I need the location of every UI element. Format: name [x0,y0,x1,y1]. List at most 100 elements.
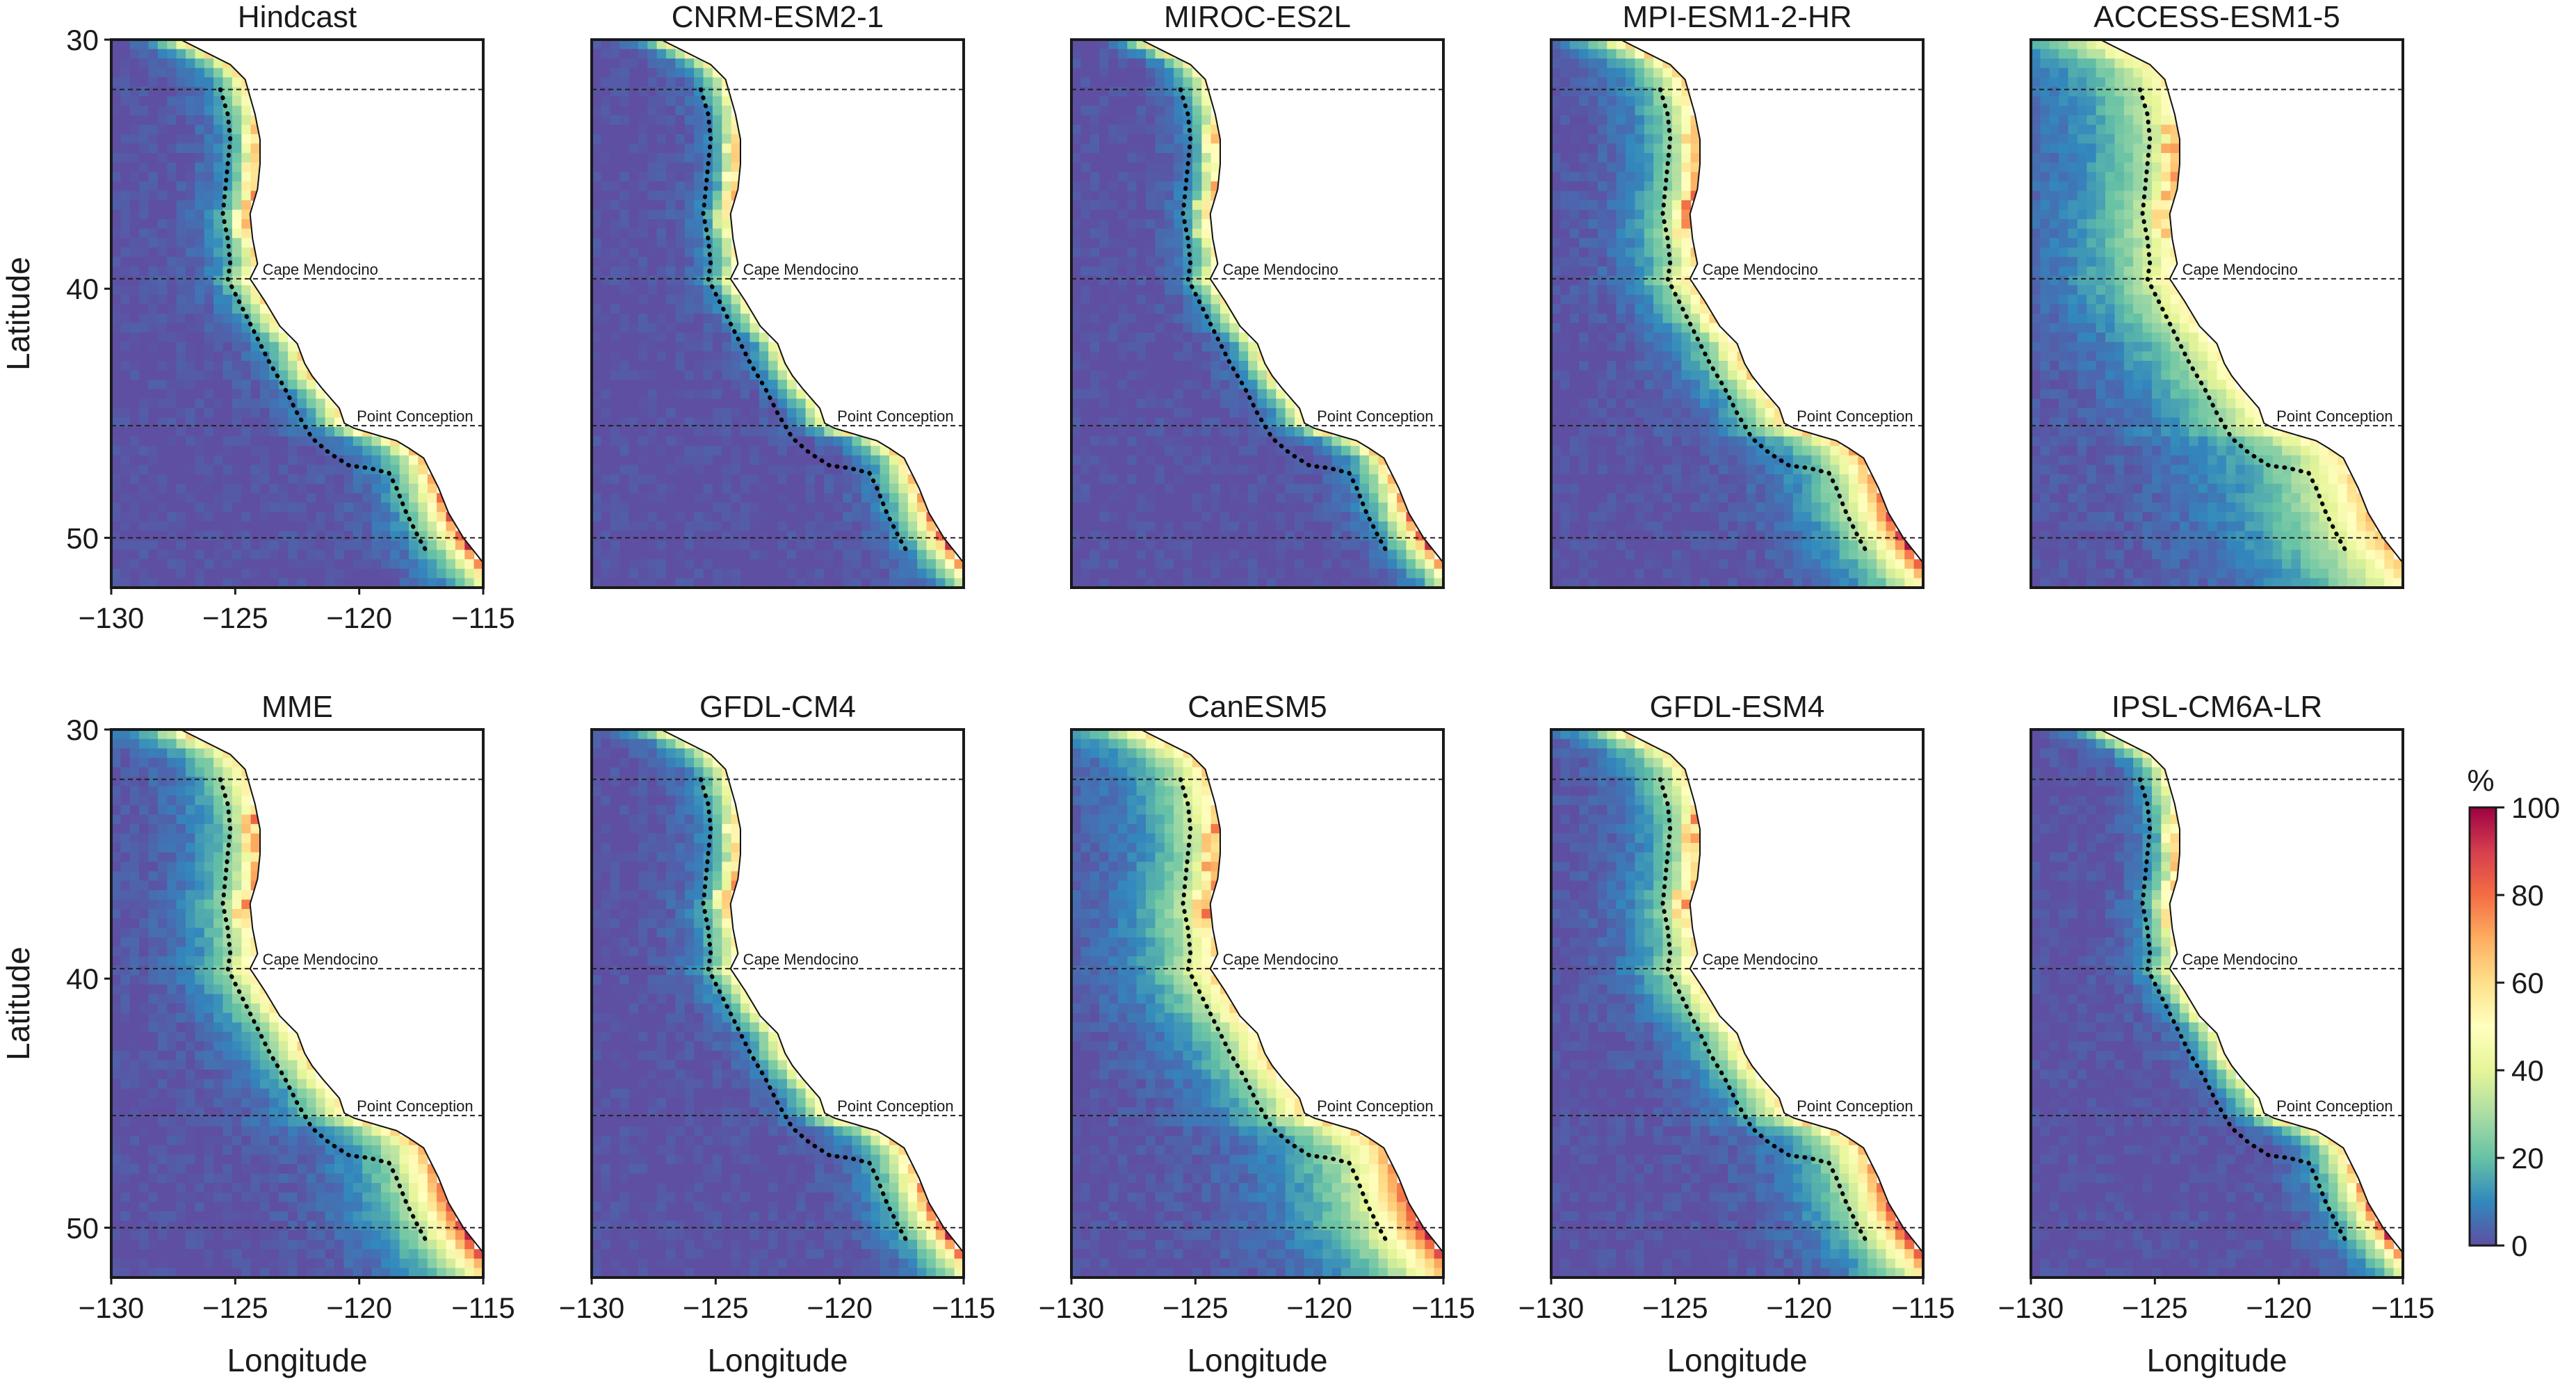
heatmap-cell [1607,341,1617,352]
heatmap-cell [1340,455,1351,465]
heatmap-cell [1709,323,1719,333]
heatmap-cell [129,502,140,513]
heatmap-cell [1616,67,1626,78]
heatmap-cell [684,257,695,267]
heatmap-cell [353,531,363,541]
heatmap-cell [222,483,233,494]
heatmap-cell [1108,370,1119,380]
heatmap-cell [1117,314,1128,324]
heatmap-cell [666,323,676,333]
heatmap-cell [250,483,261,494]
heatmap-cell [1756,417,1766,428]
heatmap-cell [1304,568,1314,579]
heatmap-cell [399,578,410,588]
heatmap-cell [1080,446,1091,456]
heatmap-cell [1671,323,1682,333]
heatmap-cell [176,67,186,78]
heatmap-cell [1765,483,1775,494]
heatmap-cell [647,559,658,570]
heatmap-cell [195,370,205,380]
heatmap-cell [889,493,899,503]
heatmap-cell [1718,465,1728,475]
heatmap-cell [777,465,788,475]
heatmap-cell [1597,40,1607,50]
heatmap-cell [241,408,252,419]
heatmap-cell [1322,568,1333,579]
heatmap-cell [176,77,186,88]
heatmap-cell [1588,502,1598,513]
heatmap-cell [1210,304,1221,314]
heatmap-cell [353,549,363,560]
heatmap-cell [204,332,214,343]
heatmap-cell [1626,417,1635,428]
heatmap-cell [204,266,214,277]
heatmap-cell [1322,540,1333,551]
heatmap-cell [694,465,704,475]
heatmap-cell [1616,124,1626,135]
heatmap-cell [1248,578,1258,588]
heatmap-cell [1266,559,1277,570]
heatmap-cell [1183,512,1193,522]
heatmap-cell [120,96,131,106]
heatmap-cell [1089,323,1100,333]
heatmap-cell [1653,172,1664,182]
heatmap-cell [1295,512,1304,522]
heatmap-cell [1313,549,1323,560]
heatmap-cell [1201,417,1212,428]
heatmap-cell [1080,275,1091,286]
heatmap-cell [222,360,233,371]
heatmap-cell [1746,380,1756,390]
heatmap-cell [592,549,601,560]
heatmap-cell [694,77,704,88]
heatmap-cell [750,512,760,522]
heatmap-cell [694,540,704,551]
heatmap-cell [148,143,159,154]
heatmap-cell [750,578,760,588]
heatmap-cell [1569,417,1580,428]
heatmap-cell [111,200,121,211]
heatmap-cell [399,455,410,465]
heatmap-cell [592,285,601,296]
heatmap-cell [1671,417,1682,428]
heatmap-cell [148,332,159,343]
heatmap-cell [1174,191,1184,201]
heatmap-cell [157,389,168,399]
heatmap-cell [796,493,807,503]
heatmap-cell [1588,446,1598,456]
heatmap-cell [306,578,316,588]
heatmap-cell [176,162,186,172]
heatmap-cell [666,143,676,154]
heatmap-cell [1597,275,1607,286]
heatmap-cell [390,549,400,560]
heatmap-cell [1681,162,1692,172]
heatmap-cell [1551,200,1561,211]
heatmap-cell [1183,483,1193,494]
heatmap-cell [684,549,695,560]
heatmap-cell [1313,512,1323,522]
heatmap-cell [694,275,704,286]
heatmap-cell [1304,549,1314,560]
heatmap-cell [759,502,769,513]
heatmap-cell [139,134,149,145]
heatmap-cell [1099,351,1110,362]
heatmap-cell [647,549,658,560]
heatmap-cell [176,493,186,503]
heatmap-cell [204,512,214,522]
heatmap-cell [656,559,667,570]
heatmap-cell [1192,341,1202,352]
heatmap-cell [167,266,177,277]
heatmap-cell [1164,219,1174,229]
heatmap-cell [157,427,168,437]
heatmap-cell [213,162,224,172]
heatmap-cell [186,285,195,296]
heatmap-cell [1626,380,1635,390]
heatmap-cell [176,408,186,419]
heatmap-cell [833,512,843,522]
heatmap-cell [278,341,289,352]
heatmap-cell [926,578,937,588]
heatmap-cell [1276,512,1286,522]
heatmap-cell [1080,106,1091,116]
heatmap-cell [195,266,205,277]
heatmap-cell [722,427,732,437]
heatmap-cell [176,417,186,428]
